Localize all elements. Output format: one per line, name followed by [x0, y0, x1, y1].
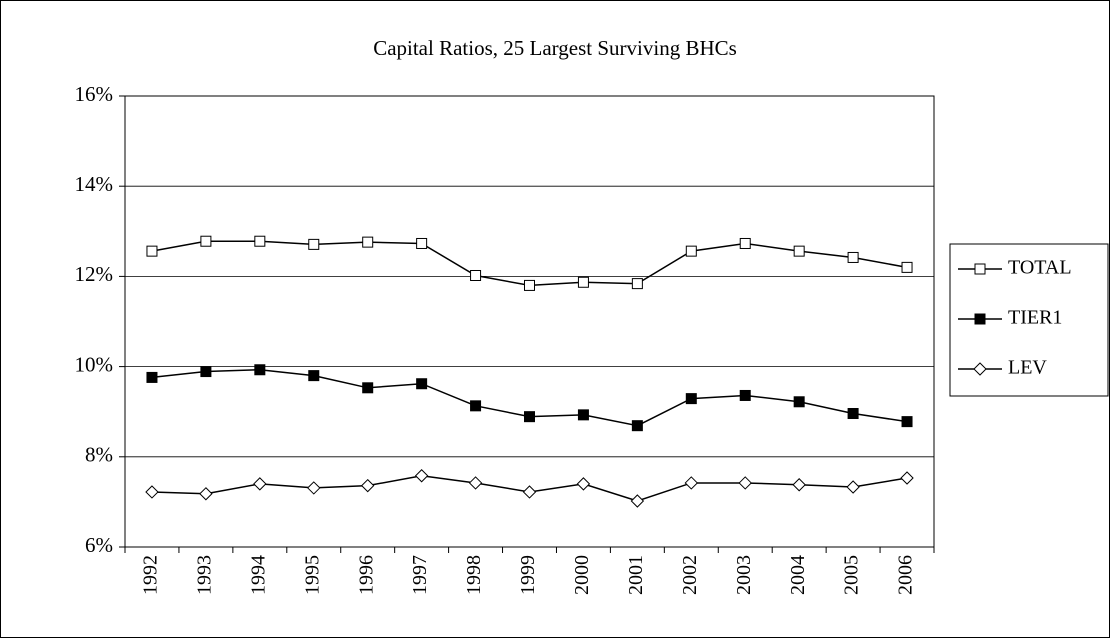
point-marker — [685, 393, 697, 405]
point-marker — [901, 261, 913, 273]
y-tick-label: 10% — [75, 352, 114, 376]
point-marker — [900, 471, 914, 485]
legend-label: TIER1 — [1008, 307, 1062, 329]
point-marker — [847, 251, 859, 263]
point-marker — [308, 370, 320, 382]
x-tick-label: 1998 — [463, 555, 485, 595]
point-marker — [199, 487, 213, 501]
point-marker — [739, 237, 751, 249]
y-tick-label: 16% — [75, 82, 114, 106]
x-tick-label: 1994 — [247, 555, 269, 595]
point-marker — [414, 469, 429, 483]
point-marker — [253, 477, 267, 491]
point-marker — [360, 478, 375, 493]
y-tick-label: 8% — [85, 443, 113, 467]
point-marker — [685, 245, 697, 257]
point-marker — [362, 236, 374, 248]
point-marker — [847, 408, 859, 420]
point-marker — [146, 245, 158, 257]
point-marker — [793, 245, 805, 257]
point-marker — [901, 416, 913, 428]
point-marker — [307, 481, 321, 495]
point-marker — [146, 371, 158, 383]
legend-marker — [974, 263, 986, 275]
point-marker — [524, 279, 535, 291]
x-tick-label: 2001 — [625, 555, 647, 595]
x-tick-label: 1996 — [355, 555, 377, 595]
point-marker — [846, 480, 860, 494]
point-marker — [416, 378, 428, 390]
legend-marker — [973, 362, 987, 376]
legend-label: LEV — [1008, 357, 1047, 379]
x-tick-label: 2004 — [787, 555, 809, 595]
x-tick-label: 2002 — [679, 555, 701, 595]
point-marker — [793, 396, 805, 408]
point-marker — [200, 366, 212, 378]
x-tick-label: 2005 — [841, 555, 863, 595]
point-marker — [524, 411, 535, 423]
point-marker — [145, 485, 159, 499]
point-marker — [200, 235, 212, 247]
x-tick-label: 1993 — [193, 555, 215, 595]
x-tick-label: 1995 — [301, 555, 323, 595]
x-tick-label: 2006 — [895, 555, 917, 595]
x-tick-label: 2000 — [571, 555, 593, 595]
point-marker — [631, 278, 643, 290]
point-marker — [739, 389, 751, 401]
x-tick-label: 2003 — [733, 555, 755, 595]
x-tick-label: 1999 — [517, 555, 539, 595]
point-marker — [470, 269, 482, 281]
plot-area — [124, 95, 935, 548]
chart-title: Capital Ratios, 25 Largest Surviving BHC… — [373, 36, 737, 60]
point-marker — [416, 237, 428, 249]
point-marker — [362, 382, 374, 394]
point-marker — [631, 420, 643, 432]
point-marker — [577, 276, 589, 288]
point-marker — [308, 238, 320, 250]
point-marker — [470, 400, 482, 412]
point-marker — [254, 364, 266, 376]
y-tick-label: 14% — [75, 172, 114, 196]
point-marker — [792, 478, 806, 492]
legend-label: TOTAL — [1008, 257, 1072, 279]
point-marker — [684, 476, 699, 490]
point-marker — [468, 476, 483, 490]
point-marker — [254, 235, 266, 247]
x-tick-label: 1992 — [140, 555, 162, 595]
point-marker — [630, 494, 645, 508]
legend-marker — [974, 313, 986, 325]
point-marker — [738, 476, 752, 490]
y-tick-label: 12% — [75, 262, 114, 286]
point-marker — [576, 477, 591, 491]
point-marker — [577, 409, 589, 421]
x-tick-label: 1997 — [409, 555, 431, 595]
y-tick-label: 6% — [85, 533, 113, 557]
point-marker — [522, 485, 537, 499]
